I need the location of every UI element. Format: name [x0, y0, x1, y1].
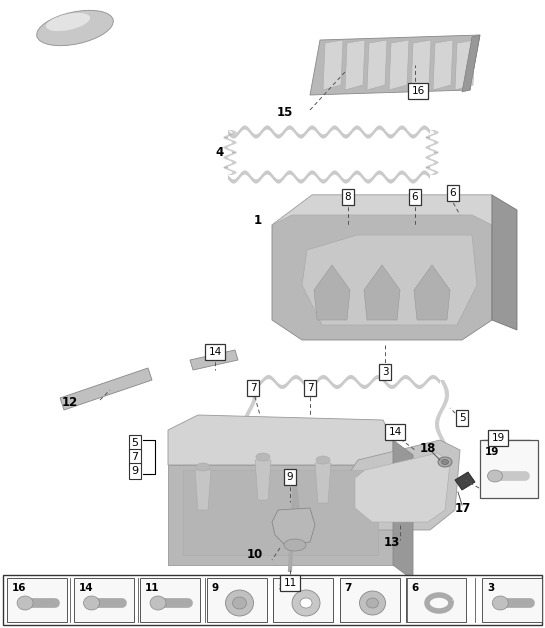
Text: 11: 11 — [283, 578, 296, 588]
Text: 4: 4 — [216, 146, 224, 160]
Polygon shape — [414, 265, 450, 320]
Text: 5: 5 — [131, 438, 138, 448]
Polygon shape — [364, 265, 400, 320]
Text: 12: 12 — [62, 396, 78, 408]
Polygon shape — [462, 35, 480, 92]
Text: 18: 18 — [420, 441, 436, 455]
Polygon shape — [272, 508, 315, 545]
Polygon shape — [367, 40, 387, 90]
Text: 5: 5 — [459, 413, 465, 423]
Polygon shape — [355, 453, 450, 522]
Polygon shape — [168, 415, 393, 465]
Text: 7: 7 — [344, 583, 352, 593]
Polygon shape — [323, 40, 343, 90]
Text: 1: 1 — [254, 214, 262, 227]
Ellipse shape — [83, 596, 100, 610]
Polygon shape — [190, 350, 238, 370]
Ellipse shape — [492, 596, 508, 610]
Polygon shape — [272, 195, 492, 340]
Polygon shape — [393, 440, 413, 580]
Text: 10: 10 — [247, 548, 263, 561]
Text: 6: 6 — [450, 188, 456, 198]
Ellipse shape — [360, 591, 385, 615]
Polygon shape — [183, 470, 378, 555]
Ellipse shape — [233, 597, 246, 609]
Text: 8: 8 — [278, 583, 285, 593]
FancyBboxPatch shape — [340, 578, 399, 622]
FancyBboxPatch shape — [74, 578, 134, 622]
Text: 16: 16 — [411, 86, 425, 96]
Text: 3: 3 — [487, 583, 494, 593]
Ellipse shape — [487, 470, 502, 482]
Polygon shape — [348, 440, 460, 530]
Text: 9: 9 — [211, 583, 219, 593]
Polygon shape — [483, 440, 530, 490]
Polygon shape — [455, 40, 475, 90]
Ellipse shape — [284, 539, 306, 551]
FancyBboxPatch shape — [482, 578, 542, 622]
Polygon shape — [492, 195, 517, 330]
Text: 14: 14 — [78, 583, 93, 593]
Text: 13: 13 — [384, 536, 400, 550]
Ellipse shape — [292, 590, 320, 616]
Polygon shape — [345, 40, 365, 90]
Ellipse shape — [37, 11, 113, 46]
FancyBboxPatch shape — [207, 578, 267, 622]
Polygon shape — [195, 470, 211, 510]
Polygon shape — [314, 265, 350, 320]
FancyBboxPatch shape — [3, 575, 542, 625]
Text: 14: 14 — [208, 347, 222, 357]
Text: 17: 17 — [455, 502, 471, 514]
Ellipse shape — [17, 596, 33, 610]
Text: 6: 6 — [411, 192, 419, 202]
Ellipse shape — [441, 460, 449, 465]
Text: 3: 3 — [382, 367, 388, 377]
Polygon shape — [411, 40, 431, 90]
Ellipse shape — [46, 13, 90, 31]
Text: 15: 15 — [277, 106, 293, 119]
Text: 7: 7 — [250, 383, 256, 393]
Polygon shape — [433, 40, 453, 90]
Polygon shape — [389, 40, 409, 90]
FancyBboxPatch shape — [7, 578, 67, 622]
Text: 19: 19 — [492, 433, 505, 443]
Ellipse shape — [316, 456, 330, 464]
FancyBboxPatch shape — [406, 578, 466, 622]
Ellipse shape — [438, 457, 452, 467]
Ellipse shape — [300, 598, 312, 608]
Text: 7: 7 — [307, 383, 313, 393]
Text: 8: 8 — [344, 192, 352, 202]
Ellipse shape — [196, 463, 210, 471]
Text: 9: 9 — [131, 466, 138, 476]
Polygon shape — [302, 235, 477, 325]
Polygon shape — [255, 460, 271, 500]
Text: 19: 19 — [485, 447, 499, 457]
Polygon shape — [310, 35, 480, 95]
Text: 11: 11 — [145, 583, 160, 593]
Polygon shape — [272, 195, 492, 225]
Ellipse shape — [150, 596, 166, 610]
Polygon shape — [168, 465, 393, 565]
Polygon shape — [315, 463, 331, 503]
Ellipse shape — [366, 598, 379, 608]
Text: 6: 6 — [411, 583, 418, 593]
FancyBboxPatch shape — [140, 578, 200, 622]
Text: 7: 7 — [131, 452, 138, 462]
FancyBboxPatch shape — [273, 578, 333, 622]
Ellipse shape — [226, 590, 253, 616]
Text: 14: 14 — [389, 427, 402, 437]
Polygon shape — [60, 368, 152, 410]
Polygon shape — [455, 472, 475, 490]
Text: 2: 2 — [129, 453, 137, 467]
Text: 9: 9 — [287, 472, 293, 482]
Text: 16: 16 — [12, 583, 27, 593]
FancyBboxPatch shape — [480, 440, 538, 498]
Ellipse shape — [501, 451, 513, 459]
Ellipse shape — [256, 453, 270, 461]
